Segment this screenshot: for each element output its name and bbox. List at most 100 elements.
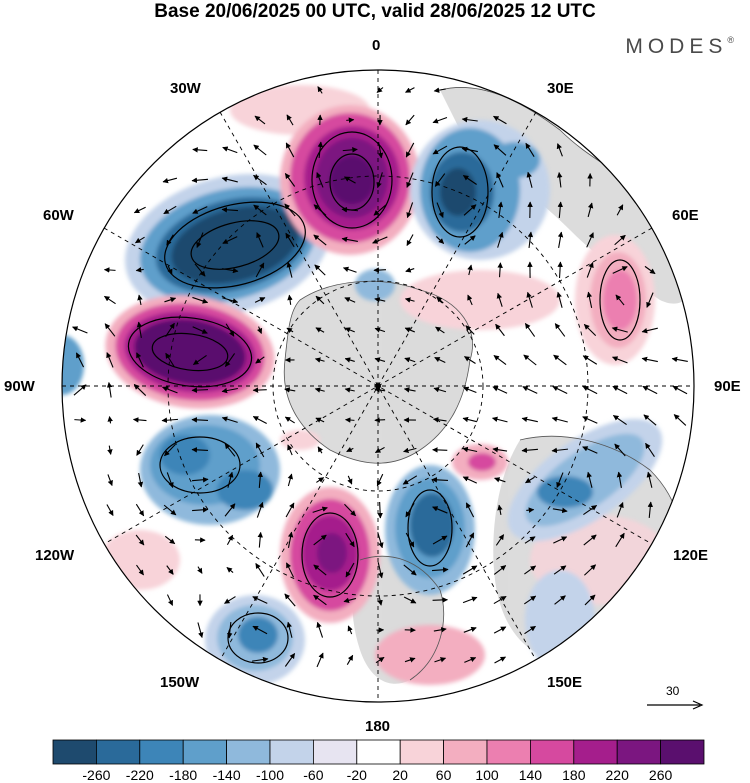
wind-vector <box>253 144 267 156</box>
wind-vector <box>106 504 114 517</box>
wind-vector <box>435 326 445 334</box>
wind-vector <box>133 206 146 214</box>
wind-vector <box>673 414 687 426</box>
wind-vector <box>315 327 325 333</box>
wind-vector <box>257 531 263 548</box>
wind-vector <box>463 204 477 216</box>
wind-vector <box>136 352 144 368</box>
colorbar-tick-label: -20 <box>346 767 367 783</box>
wind-vector <box>434 356 446 364</box>
wind-vector <box>165 322 175 337</box>
wind-vector <box>493 565 507 575</box>
wind-vector <box>525 142 535 157</box>
colorbar-swatch <box>486 739 531 765</box>
wind-vector <box>287 444 293 456</box>
wind-vector <box>224 353 236 368</box>
wind-vector <box>221 387 238 394</box>
wind-vector <box>492 386 508 394</box>
wind-vector <box>374 417 386 423</box>
wind-vector <box>432 417 447 423</box>
wind-vector <box>135 534 145 546</box>
wind-vector <box>584 594 596 606</box>
wind-vector <box>315 295 325 305</box>
wind-vector <box>106 381 113 398</box>
wind-vector <box>467 264 473 276</box>
wind-vector <box>641 356 658 363</box>
wind-vector <box>406 172 414 188</box>
wind-vector <box>284 593 296 607</box>
wind-vector <box>75 352 85 368</box>
wind-vector <box>403 447 417 454</box>
colorbar-swatch <box>530 739 575 765</box>
wind-vector <box>222 297 239 304</box>
wind-vector <box>167 265 173 275</box>
wind-vector <box>432 506 448 514</box>
wind-vector <box>313 534 327 546</box>
wind-vector <box>462 596 478 604</box>
wind-vector <box>463 626 477 633</box>
wind-vector <box>344 503 356 517</box>
wind-vector <box>316 172 324 188</box>
wind-vector <box>316 652 324 668</box>
wind-vector <box>73 384 87 396</box>
wind-vector <box>464 356 476 364</box>
colorbar-tick-label: -220 <box>125 767 154 783</box>
wind-vector <box>197 566 203 574</box>
wind-vector <box>137 472 144 488</box>
wind-vector <box>253 204 267 216</box>
wind-vector <box>374 327 386 333</box>
wind-vector <box>165 352 175 368</box>
wind-vector <box>285 232 295 248</box>
wind-vector <box>645 442 655 457</box>
colorbar-tick-label: 220 <box>605 767 629 783</box>
colorbar-tick-label: 60 <box>435 767 452 783</box>
wind-vector <box>224 503 236 517</box>
wind-vector <box>405 532 415 548</box>
lon-label-0: 0 <box>372 37 381 54</box>
wind-vector <box>551 416 568 423</box>
wind-vector <box>436 202 444 218</box>
wind-vector <box>222 146 238 154</box>
wind-vector <box>493 144 507 156</box>
wind-vector <box>136 321 143 338</box>
wind-vector <box>284 387 296 393</box>
wind-vector <box>524 595 537 605</box>
colorbar-tick-label: 180 <box>562 767 586 783</box>
wind-vector <box>433 627 447 633</box>
colorbar-swatch <box>226 739 271 765</box>
wind-vector <box>405 114 415 126</box>
lon-label-60w: 60W <box>43 207 74 224</box>
wind-vector <box>377 562 384 579</box>
wind-vector <box>587 202 594 218</box>
wind-vector <box>346 654 354 665</box>
wind-vector <box>163 205 177 215</box>
wind-vector <box>646 292 654 308</box>
wind-vector <box>432 116 448 124</box>
wind-vector <box>495 323 505 337</box>
wind-vector <box>552 385 568 395</box>
wind-vector <box>524 625 536 635</box>
wind-vector <box>342 266 357 273</box>
brand-text: MODES <box>625 35 728 58</box>
wind-vector <box>494 656 506 664</box>
wind-vector <box>405 87 415 93</box>
wind-vector <box>192 147 208 153</box>
wind-vector <box>341 236 358 243</box>
lon-label-150e: 150E <box>547 674 583 691</box>
wind-vector <box>496 172 504 188</box>
wind-vector <box>553 354 567 366</box>
wind-vector <box>644 265 656 275</box>
wind-vector <box>345 532 355 548</box>
colorbar <box>52 739 705 765</box>
wind-vector <box>313 564 327 576</box>
wind-vector <box>525 476 535 484</box>
wind-vector <box>671 356 688 363</box>
wind-vector <box>406 202 414 219</box>
wind-vector <box>432 145 448 155</box>
colorbar-swatch <box>616 739 662 765</box>
wind-vector <box>161 417 179 423</box>
wind-vector <box>254 115 266 125</box>
wind-vector <box>403 596 417 604</box>
wind-vector <box>497 201 504 218</box>
